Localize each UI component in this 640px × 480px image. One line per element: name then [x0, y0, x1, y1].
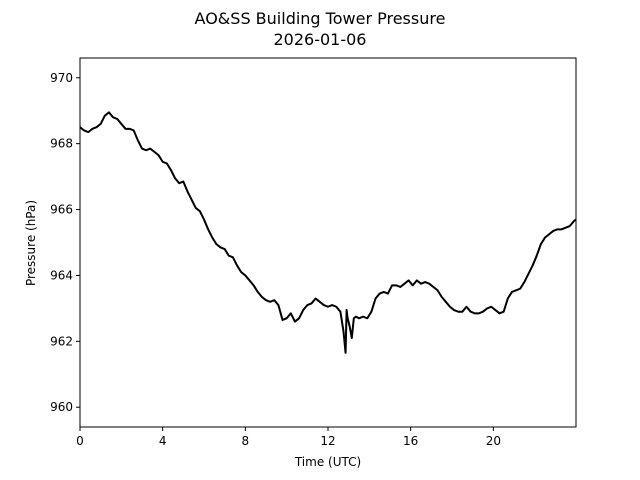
x-tick-label: 20 — [486, 434, 501, 448]
chart-title: AO&SS Building Tower Pressure — [195, 9, 446, 28]
x-tick-label: 4 — [159, 434, 167, 448]
y-axis-label: Pressure (hPa) — [24, 200, 38, 286]
pressure-series-line — [79, 111, 577, 354]
axes-frame — [79, 57, 577, 428]
y-tick-label: 970 — [50, 71, 73, 85]
x-tick-label: 12 — [320, 434, 335, 448]
x-axis-label: Time (UTC) — [294, 455, 361, 469]
plot-area — [79, 57, 577, 428]
x-axis-ticks: 0 4 8 12 16 20 — [76, 427, 501, 448]
y-tick-label: 964 — [50, 268, 73, 282]
chart-subtitle: 2026-01-06 — [274, 30, 367, 49]
x-tick-label: 8 — [242, 434, 250, 448]
y-tick-label: 962 — [50, 334, 73, 348]
x-tick-label: 0 — [76, 434, 84, 448]
x-tick-label: 16 — [403, 434, 418, 448]
y-tick-label: 966 — [50, 203, 73, 217]
y-axis-ticks: 960 962 964 966 968 970 — [50, 71, 80, 414]
y-tick-label: 960 — [50, 400, 73, 414]
y-tick-label: 968 — [50, 137, 73, 151]
